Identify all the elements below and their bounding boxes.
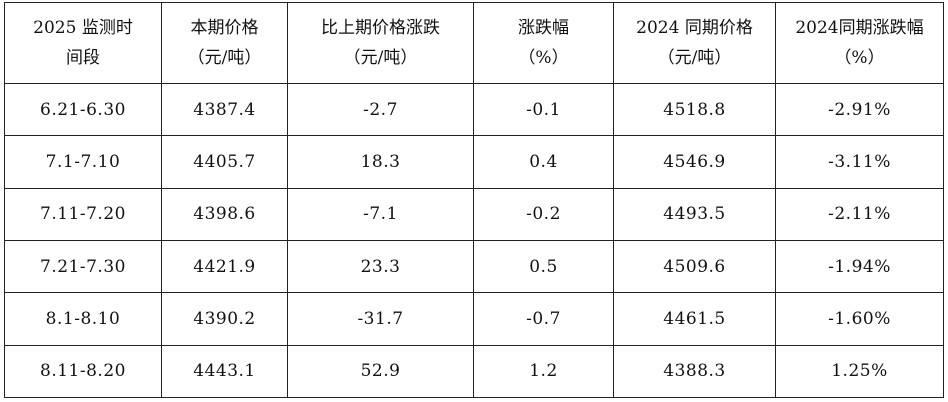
price-table: 2025 监测时 间段 本期价格 （元/吨） 比上期价格涨跌 （元/吨） 涨跌幅… [4, 2, 944, 399]
cell-2024-price: 4546.9 [613, 135, 776, 189]
cell-2024-price: 4461.5 [613, 292, 776, 346]
cell-2024-change-rate: -2.11% [775, 187, 944, 241]
cell-2024-change-rate: -3.11% [775, 135, 944, 189]
cell-2024-price: 4493.5 [613, 187, 776, 241]
cell-current-price: 4387.4 [161, 82, 288, 137]
header-2024-price-line1: 2024 同期价格 [636, 18, 753, 38]
cell-change-rate: 0.4 [473, 135, 614, 189]
cell-2024-price: 4388.3 [613, 344, 776, 399]
header-period-line2: 间段 [66, 48, 100, 68]
header-price-change-line2: （元/吨） [343, 48, 418, 68]
header-2024-change-rate: 2024同期涨跌幅 （%） [775, 2, 944, 84]
cell-2024-change-rate: -2.91% [775, 82, 944, 137]
cell-change-rate: 0.5 [473, 239, 614, 294]
header-period: 2025 监测时 间段 [4, 2, 162, 84]
cell-price-change: -31.7 [287, 292, 474, 346]
header-2024-price: 2024 同期价格 （元/吨） [613, 2, 776, 84]
cell-change-rate: -0.1 [473, 82, 614, 137]
header-2024-change-rate-line2: （%） [834, 48, 885, 68]
cell-change-rate: 1.2 [473, 344, 614, 399]
cell-2024-change-rate: 1.25% [775, 344, 944, 399]
header-period-line1: 2025 监测时 [33, 18, 133, 38]
cell-price-change: 23.3 [287, 239, 474, 294]
cell-2024-change-rate: -1.94% [775, 239, 944, 294]
header-price-change: 比上期价格涨跌 （元/吨） [287, 2, 474, 84]
cell-current-price: 4405.7 [161, 135, 288, 189]
cell-2024-price: 4518.8 [613, 82, 776, 137]
cell-period: 7.11-7.20 [4, 187, 162, 241]
table-row: 8.11-8.20 4443.1 52.9 1.2 4388.3 1.25% [4, 344, 944, 399]
table-row: 8.1-8.10 4390.2 -31.7 -0.7 4461.5 -1.60% [4, 292, 944, 346]
cell-2024-change-rate: -1.60% [775, 292, 944, 346]
cell-price-change: 18.3 [287, 135, 474, 189]
header-2024-change-rate-line1: 2024同期涨跌幅 [795, 18, 924, 38]
header-2024-price-line2: （元/吨） [657, 48, 732, 68]
cell-current-price: 4398.6 [161, 187, 288, 241]
header-change-rate: 涨跌幅 （%） [473, 2, 614, 84]
cell-period: 7.21-7.30 [4, 239, 162, 294]
table-row: 6.21-6.30 4387.4 -2.7 -0.1 4518.8 -2.91% [4, 82, 944, 137]
header-current-price-line2: （元/吨） [187, 48, 262, 68]
header-row: 2025 监测时 间段 本期价格 （元/吨） 比上期价格涨跌 （元/吨） 涨跌幅… [4, 2, 944, 84]
cell-current-price: 4421.9 [161, 239, 288, 294]
header-current-price: 本期价格 （元/吨） [161, 2, 288, 84]
table-row: 7.21-7.30 4421.9 23.3 0.5 4509.6 -1.94% [4, 239, 944, 294]
cell-current-price: 4443.1 [161, 344, 288, 399]
cell-change-rate: -0.2 [473, 187, 614, 241]
cell-period: 8.1-8.10 [4, 292, 162, 346]
cell-period: 7.1-7.10 [4, 135, 162, 189]
cell-current-price: 4390.2 [161, 292, 288, 346]
table-row: 7.1-7.10 4405.7 18.3 0.4 4546.9 -3.11% [4, 135, 944, 189]
cell-price-change: -7.1 [287, 187, 474, 241]
header-current-price-line1: 本期价格 [190, 18, 259, 38]
table-row: 7.11-7.20 4398.6 -7.1 -0.2 4493.5 -2.11% [4, 187, 944, 241]
cell-period: 6.21-6.30 [4, 82, 162, 137]
cell-price-change: 52.9 [287, 344, 474, 399]
cell-2024-price: 4509.6 [613, 239, 776, 294]
header-price-change-line1: 比上期价格涨跌 [321, 18, 440, 38]
header-change-rate-line1: 涨跌幅 [518, 18, 569, 38]
cell-period: 8.11-8.20 [4, 344, 162, 399]
cell-price-change: -2.7 [287, 82, 474, 137]
cell-change-rate: -0.7 [473, 292, 614, 346]
header-change-rate-line2: （%） [518, 48, 569, 68]
